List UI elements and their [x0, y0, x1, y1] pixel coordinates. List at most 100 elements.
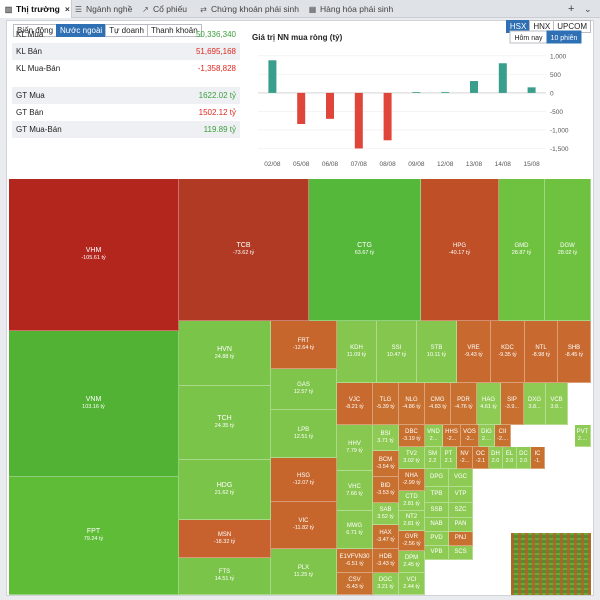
treemap-tile-gvr[interactable]: GVR -2.56 tỷ [399, 531, 425, 551]
treemap-tile-nlg[interactable]: NLG -4.86 tỷ [399, 383, 425, 425]
treemap-tile-hdb[interactable]: HDB -3.43 tỷ [373, 549, 399, 573]
treemap-tile-tpb[interactable]: TPB [425, 487, 449, 503]
y-tick-label: 500 [550, 72, 561, 79]
treemap-tile-pvt[interactable]: PVT 2.... [575, 425, 591, 447]
treemap-tile-pvd[interactable]: PVD [425, 532, 449, 546]
treemap-tile-hdg[interactable]: HDG 21.62 tỷ [179, 460, 271, 520]
treemap-tile-hag[interactable]: HAG 4.61 tỷ [477, 383, 501, 425]
treemap-tile-frt[interactable]: FRT -12.64 tỷ [271, 321, 337, 369]
treemap-tile-stb[interactable]: STB 10.11 tỷ [417, 321, 457, 383]
swap-icon: ⇄ [200, 5, 207, 14]
tile-value: 79.24 tỷ [83, 536, 104, 543]
tile-symbol: DH [491, 450, 500, 457]
treemap-tile-pdr[interactable]: PDR -4.76 tỷ [451, 383, 477, 425]
treemap-tile-scs[interactable]: SCS [449, 546, 473, 560]
treemap-tile-dpm[interactable]: DPM 2.45 tỷ [399, 551, 425, 573]
treemap-tile-cii[interactable]: CII -2.... [495, 425, 511, 447]
tab-nganh-nghe[interactable]: ☰ Ngành nghề [74, 0, 132, 18]
treemap-tile-vic[interactable]: VIC -11.82 tỷ [271, 502, 337, 549]
treemap-tile-hvn[interactable]: HVN 24.88 tỷ [179, 321, 271, 386]
treemap-tile-vgc[interactable]: VGC [449, 469, 473, 487]
tile-value: -3.9... [504, 403, 520, 410]
treemap-tile-tlg[interactable]: TLG -5.39 tỷ [373, 383, 399, 425]
treemap-tile-kdc[interactable]: KDC -9.35 tỷ [491, 321, 525, 383]
treemap-tile-ssi[interactable]: SSI 10.47 tỷ [377, 321, 417, 383]
treemap-tile-sm[interactable]: SM 2.2 [425, 447, 441, 469]
treemap-tile-tch[interactable]: TCH 24.35 tỷ [179, 386, 271, 460]
treemap-tile-vhc[interactable]: VHC 7.66 tỷ [337, 471, 373, 511]
treemap-tile-plx[interactable]: PLX 11.25 tỷ [271, 549, 337, 595]
treemap-tile-ssb[interactable]: SSB [425, 503, 449, 518]
treemap-tile-gas[interactable]: GAS 12.57 tỷ [271, 369, 337, 410]
treemap-tile-pnj[interactable]: PNJ [449, 532, 473, 546]
close-icon[interactable]: × [64, 4, 70, 14]
treemap-tile-vre[interactable]: VRE -9.43 tỷ [457, 321, 491, 383]
treemap-tile-tv2[interactable]: TV2 3.02 tỷ [399, 447, 425, 469]
tab-chung-khoan-phai-sinh[interactable]: ⇄ Chứng khoán phái sinh [199, 0, 299, 18]
treemap-tile-pt[interactable]: PT 2.1 [441, 447, 457, 469]
tile-symbol: LPB [297, 426, 310, 433]
treemap-tile-hhs[interactable]: HHS -2... [443, 425, 461, 447]
tab-co-phieu[interactable]: ↗ Cổ phiếu [141, 0, 187, 18]
treemap-tile-ntl[interactable]: NTL -8.98 tỷ [525, 321, 558, 383]
treemap-tile-vos[interactable]: VOS -2... [461, 425, 479, 447]
tab-thi-truong[interactable]: ▥ Thị trường × [0, 0, 72, 18]
tab-hang-hoa-phai-sinh[interactable]: ▦ Hàng hóa phái sinh [308, 0, 394, 18]
treemap-tile-hhv[interactable]: HHV 7.79 tỷ [337, 425, 373, 471]
treemap-tile-csv[interactable]: CSV -5.43 tỷ [337, 573, 373, 595]
treemap-tile-vcb[interactable]: VCB 3.8... [546, 383, 568, 425]
treemap-tile-ic[interactable]: IC -1. [531, 447, 545, 469]
treemap-tile-cmg[interactable]: CMG -4.83 tỷ [425, 383, 451, 425]
treemap-tile-vjc[interactable]: VJC -8.21 tỷ [337, 383, 373, 425]
treemap-tile-szc[interactable]: SZC [449, 503, 473, 518]
subtab-thanh-khoan[interactable]: Thanh khoản [146, 24, 202, 37]
treemap-tile-fpt[interactable]: FPT 79.24 tỷ [9, 477, 179, 595]
treemap-tile-vpb[interactable]: VPB [425, 546, 449, 560]
tile-symbol: CMG [430, 396, 445, 403]
treemap-tile-ctg[interactable]: CTG 63.67 tỷ [309, 179, 421, 321]
tile-symbol: HVN [217, 345, 232, 353]
treemap-tile-nv[interactable]: NV -2... [457, 447, 473, 469]
treemap-tile-dgw[interactable]: DGW 28.02 tỷ [545, 179, 591, 321]
treemap-tile-e1vfvn30[interactable]: E1VFVN30 -6.51 tỷ [337, 549, 373, 573]
treemap-tile-kdh[interactable]: KDH 11.09 tỷ [337, 321, 377, 383]
treemap-tile-bcm[interactable]: BCM -3.54 tỷ [373, 451, 399, 477]
treemap-tile-shb[interactable]: SHB -8.45 tỷ [558, 321, 591, 383]
treemap-tile-vci[interactable]: VCI 2.44 tỷ [399, 573, 425, 595]
treemap-tile-mwg[interactable]: MWG 6.71 tỷ [337, 511, 373, 549]
treemap-tile-dgc[interactable]: DGC 3.21 tỷ [373, 573, 399, 595]
treemap-tile-dc[interactable]: DC 2.0 [517, 447, 531, 469]
treemap-tile-vhm[interactable]: VHM -105.61 tỷ [9, 179, 179, 331]
treemap-tile-vnm[interactable]: VNM 103.16 tỷ [9, 331, 179, 477]
treemap-tile-dbc[interactable]: DBC -3.19 tỷ [399, 425, 425, 447]
treemap-tile-dpg[interactable]: DPG [425, 469, 449, 487]
treemap-tile-el[interactable]: EL 2.0 [503, 447, 517, 469]
treemap-tile-dig[interactable]: DIG 2.... [479, 425, 495, 447]
treemap-tile-bsi[interactable]: BSI 3.71 tỷ [373, 425, 399, 451]
treemap-tile-vnd[interactable]: VND 2... [425, 425, 443, 447]
treemap-tile-lpb[interactable]: LPB 12.51 tỷ [271, 410, 337, 458]
period-10-sessions-button[interactable] [546, 30, 582, 44]
add-tab-icon[interactable]: + [568, 3, 575, 15]
treemap-tile-gmd[interactable]: GMD 28.87 tỷ [499, 179, 545, 321]
treemap-tile-sip[interactable]: SIP -3.9... [501, 383, 524, 425]
treemap-tile-nab[interactable]: NAB [425, 518, 449, 532]
treemap-tile-hax[interactable]: HAX -3.47 tỷ [373, 525, 399, 549]
chevron-down-icon[interactable]: ⌄ [584, 4, 592, 14]
treemap-tile-pan[interactable]: PAN [449, 518, 473, 532]
treemap-tile-ctd[interactable]: CTD 2.81 tỷ [399, 491, 425, 511]
treemap-tile-msn[interactable]: MSN -18.32 tỷ [179, 520, 271, 558]
treemap-tile-nt2[interactable]: NT2 2.81 tỷ [399, 511, 425, 531]
treemap-tile-oc[interactable]: OC -2.1 [473, 447, 489, 469]
treemap-tile-sab[interactable]: SAB 3.52 tỷ [373, 503, 399, 525]
treemap-tile-nha[interactable]: NHA -2.99 tỷ [399, 469, 425, 491]
treemap-tile-hpg[interactable]: HPG -40.17 tỷ [421, 179, 499, 321]
treemap-tile-tcb[interactable]: TCB -73.62 tỷ [179, 179, 309, 321]
treemap-tile-fts[interactable]: FTS 14.51 tỷ [179, 558, 271, 595]
treemap-tile-dh[interactable]: DH 2.0 [489, 447, 503, 469]
treemap-tile-hsg[interactable]: HSG -12.07 tỷ [271, 458, 337, 502]
y-tick-label: 0 [550, 90, 554, 97]
treemap-tile-bid[interactable]: BID -3.53 tỷ [373, 477, 399, 503]
treemap-tile-vtp[interactable]: VTP [449, 487, 473, 503]
treemap-tile-dxg[interactable]: DXG 3.8... [524, 383, 546, 425]
